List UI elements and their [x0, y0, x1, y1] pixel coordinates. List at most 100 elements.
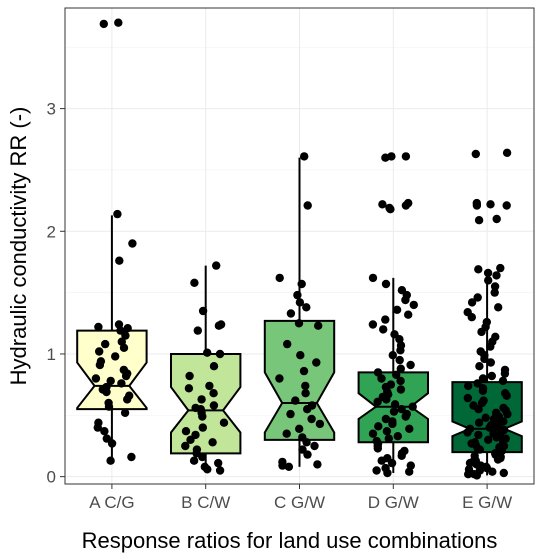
data-point — [291, 396, 300, 405]
data-point — [492, 271, 501, 280]
x-tick-label: C G/W — [274, 493, 325, 512]
data-point — [388, 351, 397, 360]
data-point — [303, 450, 312, 459]
data-point — [373, 368, 383, 377]
y-axis-title: Hydraulic conductivity RR (-) — [6, 107, 31, 386]
data-point — [312, 358, 321, 367]
data-point — [205, 381, 214, 391]
data-point — [275, 273, 284, 283]
data-point — [474, 265, 483, 274]
data-point — [409, 300, 418, 310]
data-point — [396, 346, 405, 355]
data-point — [275, 374, 284, 383]
y-tick-label: 3 — [47, 100, 56, 119]
data-point — [128, 239, 137, 248]
data-point — [490, 288, 499, 297]
data-point — [401, 201, 411, 210]
data-point — [408, 402, 417, 411]
data-point — [379, 325, 388, 334]
data-point — [464, 470, 473, 479]
data-point — [190, 278, 199, 287]
data-point — [282, 429, 291, 438]
data-point — [474, 430, 483, 440]
data-point — [377, 374, 386, 383]
data-point — [467, 313, 476, 322]
data-point — [95, 347, 104, 356]
data-point — [401, 295, 410, 305]
data-point — [301, 389, 310, 398]
data-point — [478, 374, 488, 383]
data-point — [215, 466, 225, 475]
data-point — [286, 409, 295, 419]
data-point — [381, 279, 391, 289]
data-point — [499, 468, 508, 478]
data-point — [181, 427, 191, 436]
x-axis-title: Response ratios for land use combination… — [82, 528, 498, 553]
data-point — [184, 384, 194, 393]
data-point — [395, 355, 404, 365]
data-point — [209, 389, 218, 398]
data-point — [488, 467, 497, 476]
data-point — [93, 423, 103, 432]
data-point — [486, 200, 495, 209]
data-point — [123, 395, 132, 404]
y-tick-label: 1 — [47, 345, 56, 364]
data-point — [294, 319, 304, 328]
data-point — [115, 256, 124, 265]
data-point — [492, 433, 501, 442]
data-point — [472, 201, 482, 210]
data-point — [493, 455, 503, 464]
data-point — [405, 467, 414, 476]
data-point — [368, 320, 378, 329]
data-point — [396, 385, 406, 394]
data-point — [502, 201, 511, 210]
data-point — [496, 263, 505, 273]
data-point — [208, 438, 217, 447]
data-point — [480, 354, 489, 364]
data-point — [390, 400, 400, 409]
data-point — [193, 326, 202, 335]
data-point — [377, 456, 386, 465]
data-point — [486, 358, 495, 367]
data-point — [219, 418, 229, 427]
data-point — [299, 366, 309, 376]
notched-box — [263, 319, 336, 441]
data-point — [396, 364, 405, 373]
data-point — [384, 434, 393, 443]
data-point — [278, 461, 287, 470]
data-point — [393, 432, 402, 441]
data-point — [284, 462, 294, 471]
data-point — [381, 414, 391, 424]
data-point — [114, 18, 123, 27]
data-point — [283, 339, 292, 349]
data-point — [474, 418, 484, 427]
axes: 0 1 2 3 A C/G B C/W C G/W D G/W E G/W — [47, 100, 513, 512]
data-point — [301, 381, 310, 391]
data-point — [197, 395, 206, 404]
data-point — [477, 398, 487, 408]
data-point — [471, 149, 480, 159]
data-point — [373, 444, 382, 453]
data-point — [382, 427, 392, 436]
data-point — [463, 393, 472, 403]
data-point — [286, 309, 296, 318]
x-tick-label: B C/W — [181, 493, 230, 512]
data-point — [392, 370, 401, 379]
data-point — [477, 327, 486, 337]
data-point — [209, 362, 219, 371]
data-point — [215, 349, 225, 359]
data-point — [209, 401, 219, 410]
data-point — [181, 441, 190, 451]
data-point — [386, 205, 395, 214]
data-point — [113, 209, 122, 219]
data-point — [473, 379, 482, 388]
data-point — [381, 153, 390, 162]
data-point — [374, 422, 383, 431]
data-point — [120, 408, 130, 417]
data-point — [486, 342, 495, 351]
data-point — [94, 322, 103, 332]
data-point — [102, 434, 112, 443]
data-point — [212, 261, 221, 270]
data-point — [106, 456, 115, 465]
data-point — [485, 423, 494, 432]
